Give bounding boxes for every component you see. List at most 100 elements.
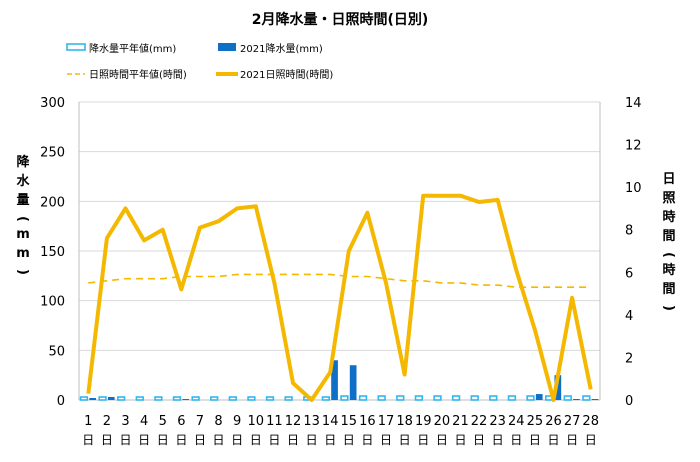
normal-precip-bar [321, 396, 330, 401]
x-tick-day-label: 日 [175, 433, 187, 447]
axis-title-char: m [16, 246, 30, 261]
normal-precip-bar [117, 396, 126, 401]
x-tick-label: 17 [378, 414, 395, 429]
x-tick-label: 19 [415, 414, 432, 429]
x-tick-day-label: 日 [250, 433, 262, 447]
x-tick-label: 8 [214, 414, 222, 429]
legend: 降水量平年値(mm) 2021降水量(mm) 日照時間平年値(時間) 2021日照時間… [66, 42, 333, 81]
normal-sunshine-line [88, 273, 591, 289]
axis-title-char: m [16, 227, 30, 242]
precip-2021-bar [331, 360, 338, 400]
normal-precip-bar [172, 396, 182, 401]
y-right-tick-label: 0 [625, 394, 633, 409]
x-tick-day-label: 日 [287, 433, 299, 447]
normal-precip-bar [358, 395, 368, 401]
x-tick-day-label: 日 [306, 433, 318, 447]
y-left-tick-label: 250 [40, 146, 65, 161]
grid [79, 101, 600, 401]
axis-title-char: ) [15, 269, 30, 275]
y-right-tick-label: 6 [625, 266, 633, 281]
legend-label: 2021降水量(mm) [240, 42, 323, 55]
axis-title-char: 時 [662, 262, 675, 278]
bars [79, 360, 599, 401]
x-tick-label: 5 [159, 414, 167, 429]
chart-title: 2月降水量・日照時間(日別) [252, 11, 429, 28]
axis-title-char: ( [15, 216, 30, 222]
normal-precip-bar [210, 396, 219, 401]
x-tick-day-label: 日 [361, 433, 373, 447]
normal-precip-bar [135, 396, 144, 401]
x-tick-label: 23 [489, 414, 506, 429]
normal-precip-bar [507, 395, 517, 401]
x-tick-label: 16 [359, 414, 376, 429]
legend-swatch [66, 43, 86, 51]
precip-2021-bar [554, 375, 562, 400]
y-right-tick-label: 14 [625, 96, 642, 111]
axis-title-char: ( [661, 252, 676, 258]
tick-labels: 050100150200250300024681012141日2日3日4日5日6… [40, 96, 641, 447]
y-right-tick-label: 4 [625, 309, 633, 324]
x-tick-day-label: 日 [82, 433, 94, 447]
normal-precip-bar [340, 395, 349, 401]
legend-item: 日照時間平年値(時間) [67, 68, 187, 81]
x-tick-day-label: 日 [138, 433, 150, 447]
x-tick-label: 28 [582, 414, 599, 429]
x-tick-label: 25 [527, 414, 544, 429]
x-tick-label: 20 [434, 414, 451, 429]
x-tick-day-label: 日 [399, 433, 411, 447]
precip-2021-bar [349, 365, 357, 400]
axis-titles: 降水量(mm)日照時間(時間) [15, 154, 676, 311]
y-left-axis-title: 降水量 (mm) [15, 154, 30, 275]
x-tick-day-label: 日 [436, 433, 448, 447]
legend-item: 2021日照時間(時間) [216, 69, 333, 81]
x-tick-day-label: 日 [268, 433, 280, 447]
sunshine-2021-line [86, 193, 593, 402]
normal-precip-bar [79, 396, 89, 401]
x-tick-label: 21 [452, 414, 469, 429]
precip-2021-bar [89, 398, 97, 400]
x-tick-label: 10 [247, 414, 264, 429]
normal-precip-bar [526, 395, 535, 401]
x-tick-day-label: 日 [454, 433, 466, 447]
normal-precip-bar [154, 396, 163, 401]
x-tick-day-label: 日 [231, 433, 243, 447]
axis-title-char: 間 [662, 282, 675, 297]
precip-2021-bar [573, 399, 580, 400]
normal-precip-bar [377, 395, 386, 401]
x-tick-label: 11 [266, 414, 283, 429]
x-tick-day-label: 日 [213, 433, 225, 447]
axis-title-char: ) [661, 305, 676, 311]
normal-precip-bar [489, 395, 498, 401]
x-tick-label: 14 [322, 414, 339, 429]
y-left-tick-label: 100 [40, 295, 65, 310]
x-tick-day-label: 日 [157, 433, 169, 447]
y-right-tick-label: 10 [625, 181, 642, 196]
legend-label: 降水量平年値(mm) [89, 42, 176, 55]
x-tick-day-label: 日 [194, 433, 206, 447]
normal-precip-bar [265, 396, 275, 401]
normal-precip-bar [284, 396, 293, 401]
x-tick-day-label: 日 [585, 433, 597, 447]
precip-2021-bar [591, 399, 599, 400]
x-tick-label: 13 [303, 414, 320, 429]
normal-precip-bar [563, 395, 572, 401]
y-right-tick-label: 12 [625, 139, 642, 154]
x-tick-day-label: 日 [380, 433, 392, 447]
precip-2021-bar [535, 394, 543, 400]
legend-label: 2021日照時間(時間) [240, 69, 333, 81]
y-right-axis-title: 日照時間(時間) [661, 172, 676, 311]
legend-item: 降水量平年値(mm) [66, 42, 176, 55]
legend-swatch [218, 43, 236, 51]
y-right-tick-label: 8 [625, 224, 633, 239]
normal-precip-bar [98, 396, 107, 401]
x-tick-label: 27 [564, 414, 581, 429]
normal-precip-bar [247, 396, 256, 401]
x-tick-label: 12 [285, 414, 302, 429]
x-tick-label: 1 [84, 414, 92, 429]
x-tick-day-label: 日 [529, 433, 541, 447]
normal-precip-bar [414, 395, 424, 401]
x-tick-day-label: 日 [120, 433, 132, 447]
x-tick-label: 3 [121, 414, 129, 429]
